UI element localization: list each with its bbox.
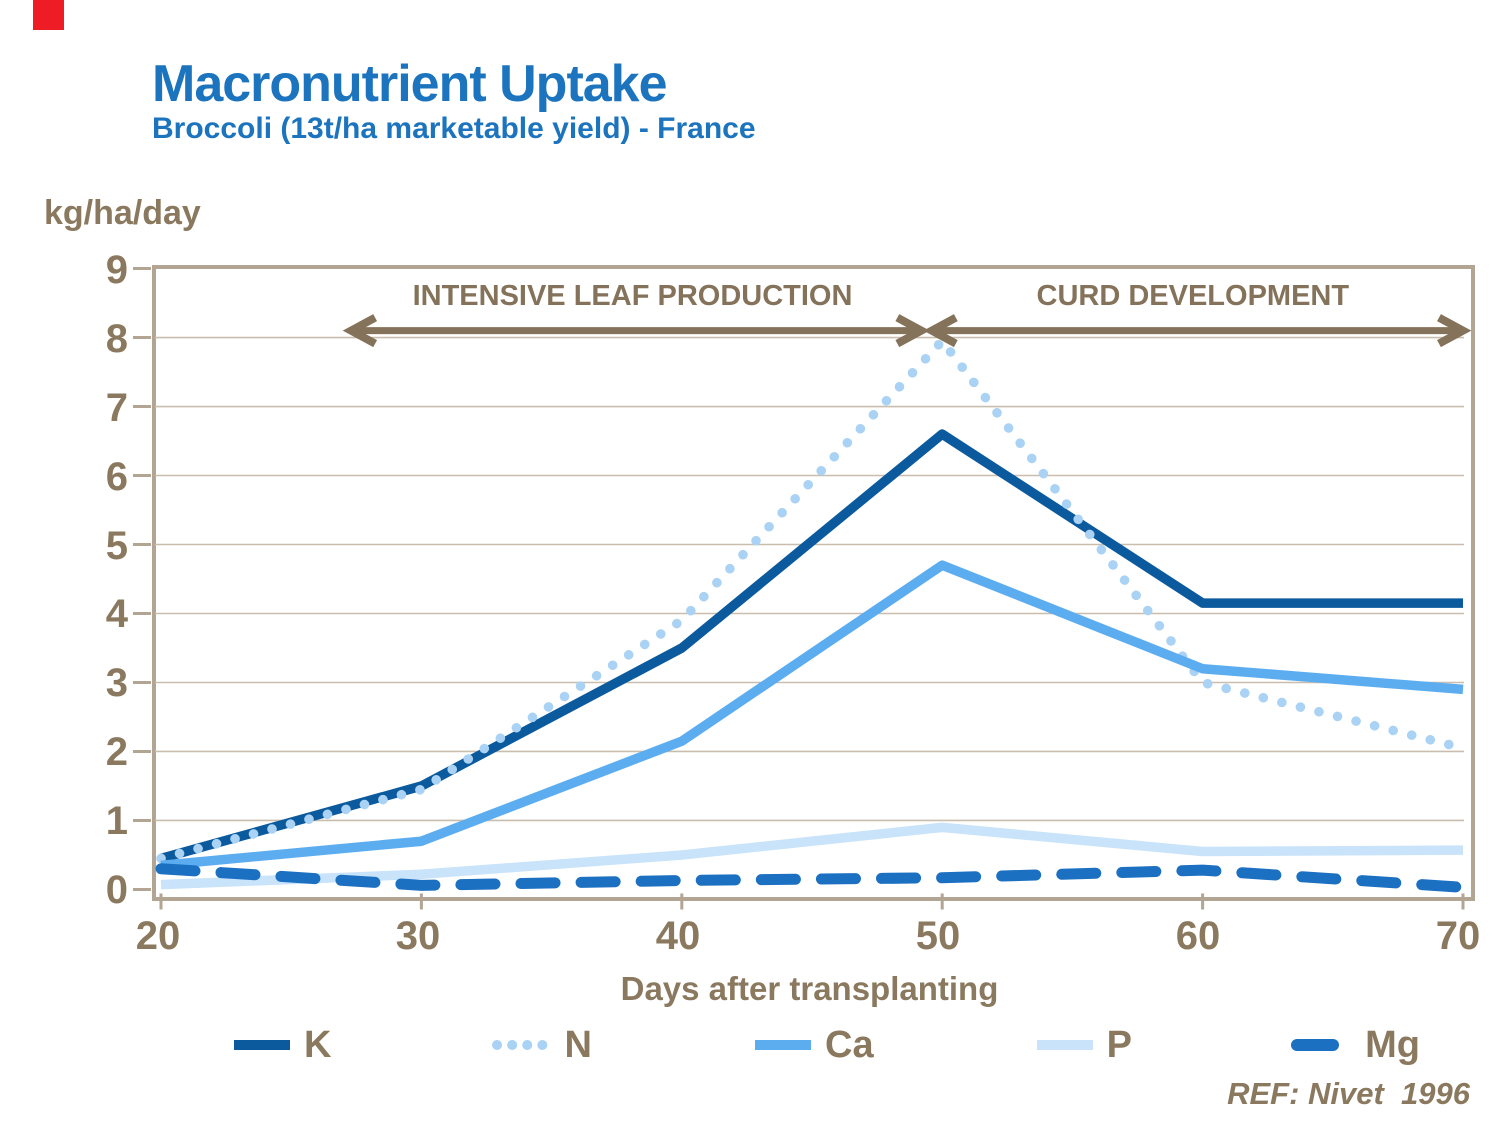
x-tick-label-70: 70 <box>1435 914 1481 958</box>
series-line-K <box>159 429 1463 864</box>
series-line-P <box>160 822 1464 890</box>
legend-item-k: K <box>230 1026 331 1064</box>
legend-item-ca: Ca <box>751 1026 874 1064</box>
y-tick-label-5: 5 <box>105 523 128 568</box>
chart-canvas <box>132 267 1472 910</box>
series-line-Ca <box>160 560 1464 871</box>
legend-item-mg: Mg <box>1291 1026 1420 1064</box>
legend-swatch-p-line <box>1036 1040 1093 1050</box>
legend-item-n: N <box>491 1026 592 1064</box>
y-tick-label-7: 7 <box>105 385 128 430</box>
legend-swatch-mg-dash <box>1291 1039 1340 1051</box>
x-tick-label-40: 40 <box>655 914 701 958</box>
legend-label-ca: Ca <box>825 1024 874 1066</box>
annotation-curd-development: CURD DEVELOPMENT <box>1036 280 1350 312</box>
chart-legend: K N Ca P Mg <box>230 1026 1420 1064</box>
legend-label-k: K <box>304 1024 332 1066</box>
chart-subtitle: Broccoli (13t/ha marketable yield) - Fra… <box>152 112 756 145</box>
phase-arrow-head-right-2 <box>1437 314 1472 348</box>
chart-title: Macronutrient Uptake <box>152 55 668 113</box>
y-tick-label-0: 0 <box>105 868 128 912</box>
y-tick-label-9: 9 <box>105 248 128 292</box>
reference-citation: REF: Nivet 1996 <box>1227 1076 1470 1111</box>
y-tick-label-1: 1 <box>105 799 128 844</box>
x-axis-title: Days after transplanting <box>620 970 999 1007</box>
legend-swatch-k-line <box>234 1040 290 1050</box>
y-tick-label-8: 8 <box>105 316 128 361</box>
y-tick-label-6: 6 <box>105 454 128 499</box>
legend-item-p: P <box>1033 1026 1132 1064</box>
y-axis-unit-label: kg/ha/day <box>44 194 201 232</box>
series-line-Mg <box>155 863 1469 893</box>
phase-arrow-head-left-2 <box>923 314 958 348</box>
annotation-intensive-leaf-production: INTENSIVE LEAF PRODUCTION <box>412 280 853 312</box>
y-tick-label-2: 2 <box>105 730 128 775</box>
y-tick-label-3: 3 <box>105 661 128 706</box>
legend-label-p: P <box>1106 1024 1133 1066</box>
plot-area <box>132 265 1475 910</box>
phase-arrow-head-left-1 <box>342 314 378 348</box>
legend-swatch-ca-line <box>755 1040 812 1050</box>
x-tick-label-30: 30 <box>395 914 441 958</box>
legend-swatch-n-dotted <box>491 1040 554 1050</box>
legend-label-mg: Mg <box>1365 1024 1420 1066</box>
legend-label-n: N <box>564 1024 592 1066</box>
x-tick-label-20: 20 <box>135 914 181 958</box>
x-tick-label-60: 60 <box>1175 914 1221 958</box>
phase-arrow-head-right-1 <box>895 314 930 348</box>
series-line-N <box>156 336 1468 864</box>
x-tick-label-50: 50 <box>915 914 961 958</box>
red-corner-marker <box>33 0 64 30</box>
y-tick-label-4: 4 <box>105 592 128 637</box>
